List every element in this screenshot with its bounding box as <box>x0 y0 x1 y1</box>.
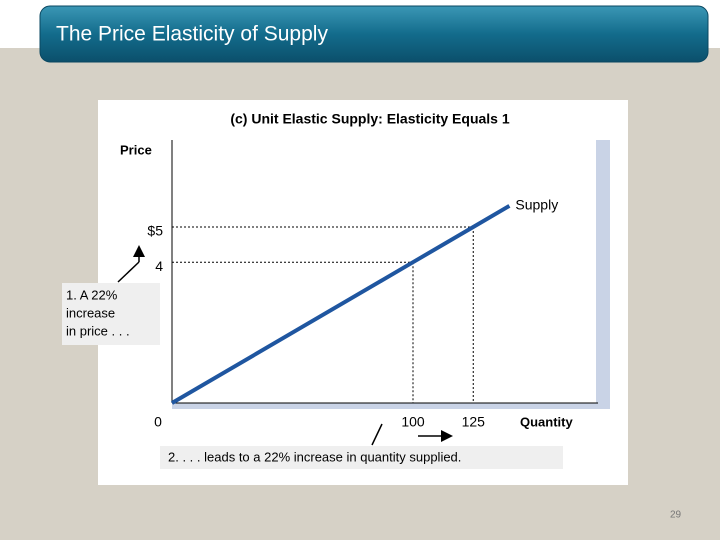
y-tick-label: 4 <box>155 258 163 274</box>
plot-frame <box>596 140 610 403</box>
y-tick-label: $5 <box>147 223 163 239</box>
annotation-text: 1. A 22% <box>66 287 118 302</box>
plot-area <box>172 140 596 403</box>
page-number: 29 <box>670 510 682 521</box>
x-tick-label: 125 <box>462 414 486 430</box>
slide-title: The Price Elasticity of Supply <box>56 23 328 46</box>
annotation-box <box>160 446 563 469</box>
y-axis-label: Price <box>120 142 152 157</box>
pointer <box>117 261 140 283</box>
chart-title: (c) Unit Elastic Supply: Elasticity Equa… <box>230 111 510 127</box>
annotation-text: in price . . . <box>66 323 130 338</box>
annotation-text: 2. . . . leads to a 22% increase in quan… <box>168 449 461 464</box>
series-label: Supply <box>515 197 558 213</box>
pointer <box>371 423 383 446</box>
x-tick-label: 0 <box>154 414 162 430</box>
supply-line <box>170 204 511 405</box>
x-tick-label: 100 <box>401 414 425 430</box>
annotation-text: increase <box>66 305 115 320</box>
header-bar <box>39 5 709 63</box>
x-axis-label: Quantity <box>520 414 573 429</box>
annotations: 1. A 22% increase in price . . . 2. . . … <box>62 245 563 469</box>
annotation-box <box>62 283 160 345</box>
